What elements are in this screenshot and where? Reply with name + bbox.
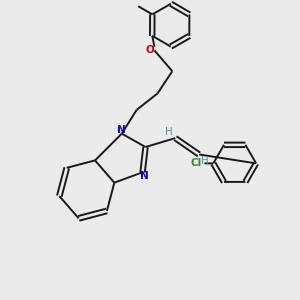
Text: O: O [145,45,154,56]
Text: H: H [165,127,172,137]
Text: H: H [200,156,208,166]
Text: N: N [140,171,148,181]
Text: Cl: Cl [190,158,202,168]
Text: N: N [117,125,125,135]
